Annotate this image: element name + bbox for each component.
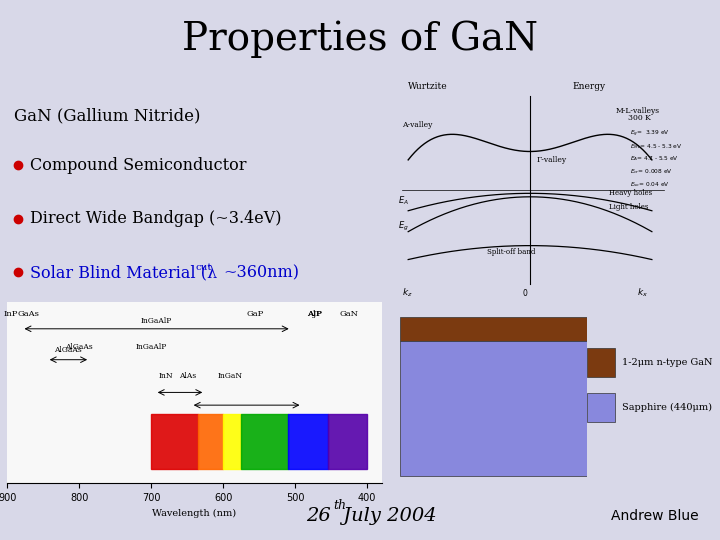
Text: July 2004: July 2004 xyxy=(337,507,436,525)
Text: Properties of GaN: Properties of GaN xyxy=(182,21,538,58)
Text: AlP: AlP xyxy=(307,310,322,318)
Text: $E_{so}$= 0.04 eV: $E_{so}$= 0.04 eV xyxy=(630,180,670,188)
Bar xyxy=(151,414,198,469)
Text: Andrew Blue: Andrew Blue xyxy=(611,509,698,523)
Text: Compound Semiconductor: Compound Semiconductor xyxy=(30,157,247,173)
Text: ~360nm): ~360nm) xyxy=(223,264,300,281)
Text: Heavy holes: Heavy holes xyxy=(609,188,652,197)
Text: AJP: AJP xyxy=(307,310,322,318)
Text: $E_{cr}$= 0.008 eV: $E_{cr}$= 0.008 eV xyxy=(630,167,672,176)
Text: A-valley: A-valley xyxy=(402,121,433,129)
Text: GaN: GaN xyxy=(340,310,359,318)
Bar xyxy=(587,348,615,377)
Text: Direct Wide Bandgap (~3.4eV): Direct Wide Bandgap (~3.4eV) xyxy=(30,210,282,227)
Text: AlAs: AlAs xyxy=(179,372,196,380)
Text: => Higher SNR for UV than for eg Si.: => Higher SNR for UV than for eg Si. xyxy=(14,314,326,330)
Bar xyxy=(400,317,587,341)
Text: AlGaAs: AlGaAs xyxy=(66,343,93,351)
Text: $E_g$=  3.39 eV: $E_g$= 3.39 eV xyxy=(630,129,670,139)
Text: GaP: GaP xyxy=(247,310,264,318)
Text: Γ-valley: Γ-valley xyxy=(536,156,566,164)
Text: AlGaAs: AlGaAs xyxy=(55,347,82,354)
Text: InGaAlP: InGaAlP xyxy=(140,318,172,325)
Text: 1-2μm n-type GaN: 1-2μm n-type GaN xyxy=(622,358,713,367)
X-axis label: Wavelength (nm): Wavelength (nm) xyxy=(153,509,236,518)
Text: Energy: Energy xyxy=(572,82,606,91)
Text: $E_g$: $E_g$ xyxy=(398,220,409,233)
Text: InP: InP xyxy=(4,310,18,318)
Bar xyxy=(587,393,615,422)
Text: Sapphire (440μm): Sapphire (440μm) xyxy=(622,403,712,412)
Text: cut: cut xyxy=(196,263,212,272)
Text: $k_z$: $k_z$ xyxy=(402,287,413,299)
Text: => Ideal Material for UV detectors: => Ideal Material for UV detectors xyxy=(14,363,302,380)
Text: Light holes: Light holes xyxy=(609,204,649,211)
Text: GaAs: GaAs xyxy=(18,310,40,318)
Text: InGaAlP: InGaAlP xyxy=(135,343,167,351)
Text: $E_{ML}$= 4.5 - 5.3 eV: $E_{ML}$= 4.5 - 5.3 eV xyxy=(630,142,683,151)
Bar xyxy=(288,414,328,469)
Text: $k_x$: $k_x$ xyxy=(637,287,648,299)
Bar xyxy=(198,414,223,469)
Bar xyxy=(400,341,587,476)
Text: th: th xyxy=(333,498,346,511)
Bar xyxy=(241,414,288,469)
Text: GaN (Gallium Nitride): GaN (Gallium Nitride) xyxy=(14,107,201,124)
Text: $E_A$: $E_A$ xyxy=(398,195,410,207)
Text: InGaN: InGaN xyxy=(218,372,243,380)
Text: M-L-valleys: M-L-valleys xyxy=(616,107,660,115)
Text: 0: 0 xyxy=(523,289,528,298)
Text: Solar Blind Material (λ: Solar Blind Material (λ xyxy=(30,264,217,281)
Text: 26: 26 xyxy=(306,507,330,525)
Text: InN: InN xyxy=(158,372,173,380)
Text: $E_A$= 4.7 - 5.5 eV: $E_A$= 4.7 - 5.5 eV xyxy=(630,154,679,164)
Text: Wurtzite: Wurtzite xyxy=(408,82,448,91)
Bar xyxy=(223,414,241,469)
Text: 300 K: 300 K xyxy=(629,114,651,122)
Bar xyxy=(328,414,367,469)
Text: Split-off band: Split-off band xyxy=(487,248,536,256)
